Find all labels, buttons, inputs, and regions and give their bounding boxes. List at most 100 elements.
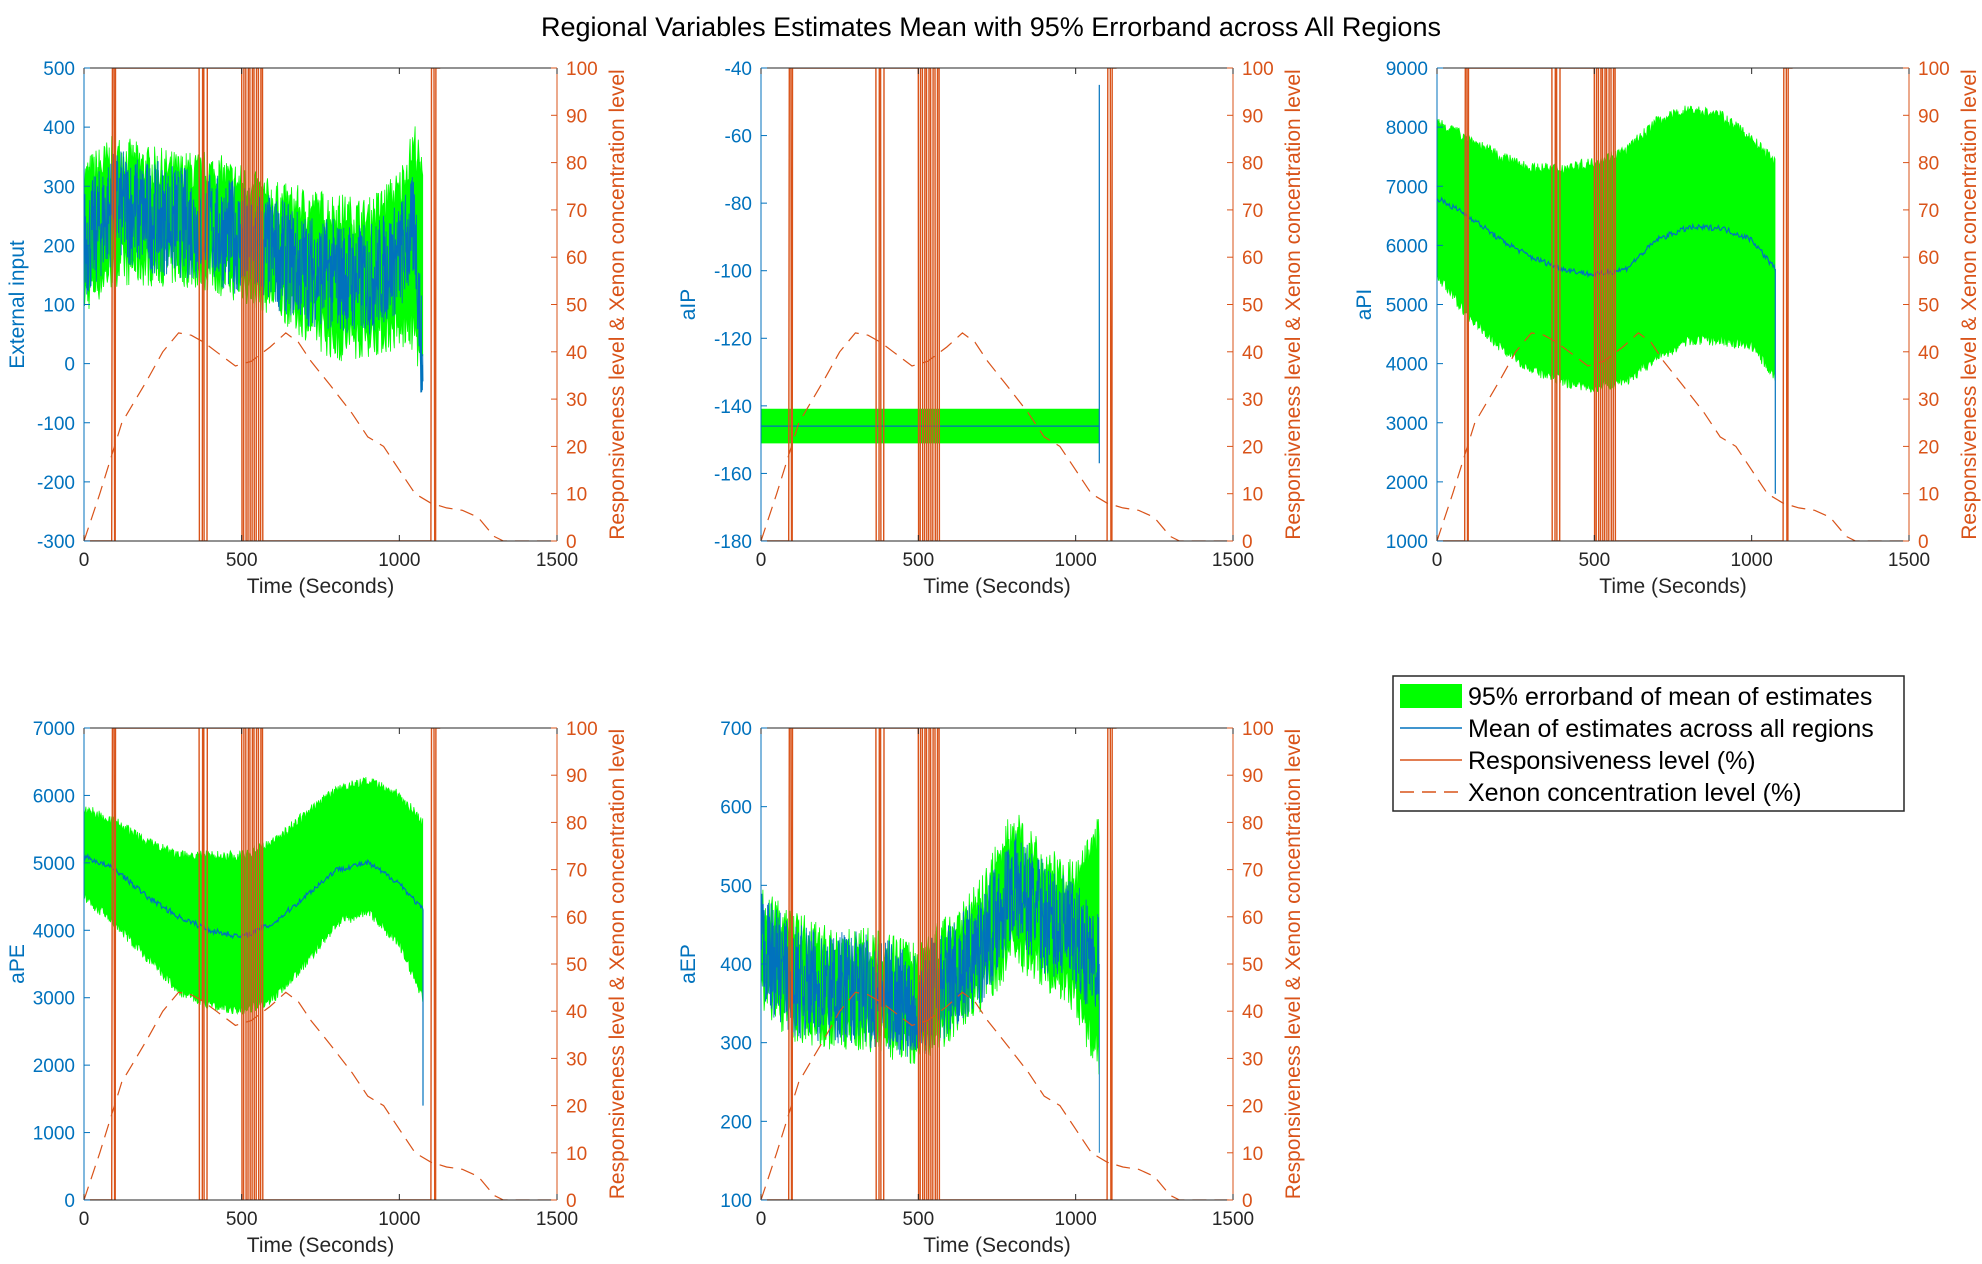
x-axis-label: Time (Seconds) xyxy=(247,575,394,598)
x-tick-label: 1500 xyxy=(1212,550,1254,571)
right-tick-label: 0 xyxy=(1242,532,1253,553)
right-tick-label: 40 xyxy=(1242,343,1263,364)
right-axis-label: Responsiveness level & Xenon concentrati… xyxy=(606,729,629,1199)
y-tick-label: -80 xyxy=(725,194,752,215)
right-tick-label: 70 xyxy=(1242,861,1263,882)
xenon-line xyxy=(761,332,1233,541)
y-tick-label: -300 xyxy=(37,532,75,553)
x-tick-label: 1000 xyxy=(378,550,420,571)
xenon-line xyxy=(84,991,557,1200)
right-tick-label: 0 xyxy=(1918,532,1929,553)
y-tick-label: 4000 xyxy=(33,921,75,942)
right-axis-label: Responsiveness level & Xenon concentrati… xyxy=(1958,69,1981,539)
right-tick-label: 40 xyxy=(566,343,587,364)
right-tick-label: 90 xyxy=(566,106,587,127)
y-tick-label: -120 xyxy=(714,329,752,350)
x-tick-label: 1000 xyxy=(1731,550,1773,571)
xenon-line xyxy=(1437,332,1909,541)
right-tick-label: 30 xyxy=(1918,390,1939,411)
y-tick-label: 1000 xyxy=(33,1124,75,1145)
right-tick-label: 90 xyxy=(1242,766,1263,787)
right-tick-label: 0 xyxy=(566,1191,577,1212)
legend-band-swatch xyxy=(1400,684,1462,708)
y-tick-label: -200 xyxy=(37,473,75,494)
right-tick-label: 20 xyxy=(1242,437,1263,458)
y-tick-label: 100 xyxy=(43,296,75,317)
y-tick-label: 6000 xyxy=(33,786,75,807)
right-tick-label: 20 xyxy=(1918,437,1939,458)
x-tick-label: 0 xyxy=(756,1209,767,1230)
y-tick-label: 2000 xyxy=(33,1056,75,1077)
right-tick-label: 0 xyxy=(1242,1191,1253,1212)
right-tick-label: 20 xyxy=(1242,1097,1263,1118)
right-tick-label: 10 xyxy=(1242,485,1263,506)
subplot-plot-area xyxy=(1437,68,1909,541)
right-tick-label: 70 xyxy=(566,201,587,222)
x-tick-label: 1500 xyxy=(1212,1209,1254,1230)
subplot-plot-area xyxy=(761,728,1233,1200)
legend-label-xenon: Xenon concentration level (%) xyxy=(1468,779,1802,807)
right-tick-label: 0 xyxy=(566,532,577,553)
y-tick-label: -100 xyxy=(714,262,752,283)
right-tick-label: 100 xyxy=(1242,719,1274,740)
right-axis-label: Responsiveness level & Xenon concentrati… xyxy=(1282,729,1305,1199)
subplot-plot-area xyxy=(84,68,557,541)
right-tick-label: 100 xyxy=(566,59,598,80)
y-tick-label: -40 xyxy=(725,59,752,80)
x-tick-label: 500 xyxy=(902,550,934,571)
right-tick-label: 60 xyxy=(1242,908,1263,929)
y-tick-label: 400 xyxy=(43,118,75,139)
responsiveness-line xyxy=(761,728,1117,1200)
y-tick-label: 600 xyxy=(720,798,752,819)
right-axis-label: Responsiveness level & Xenon concentrati… xyxy=(606,69,629,539)
x-tick-label: 500 xyxy=(226,550,258,571)
y-axis-label: aPI xyxy=(1353,289,1376,321)
y-tick-label: 400 xyxy=(720,955,752,976)
responsiveness-line xyxy=(1437,68,1793,541)
right-tick-label: 90 xyxy=(1242,106,1263,127)
x-tick-label: 0 xyxy=(756,550,767,571)
y-tick-label: 5000 xyxy=(33,854,75,875)
right-tick-label: 30 xyxy=(1242,1049,1263,1070)
x-tick-label: 1000 xyxy=(1055,1209,1097,1230)
y-tick-label: 500 xyxy=(43,59,75,80)
x-tick-label: 1000 xyxy=(1055,550,1097,571)
xenon-line xyxy=(84,332,557,541)
y-axis-label: aPE xyxy=(6,944,29,984)
x-tick-label: 500 xyxy=(1578,550,1610,571)
subplot-4: 0 500 1000 15000100020003000400050006000700… xyxy=(6,719,629,1257)
right-tick-label: 70 xyxy=(1242,201,1263,222)
y-tick-label: 2000 xyxy=(1386,473,1428,494)
x-tick-label: 0 xyxy=(79,550,90,571)
right-tick-label: 100 xyxy=(566,719,598,740)
subplot-plot-area xyxy=(84,728,557,1200)
y-tick-label: 100 xyxy=(720,1191,752,1212)
right-tick-label: 30 xyxy=(1242,390,1263,411)
right-tick-label: 20 xyxy=(566,437,587,458)
y-tick-label: 1000 xyxy=(1386,532,1428,553)
right-tick-label: 80 xyxy=(1242,154,1263,175)
right-tick-label: 50 xyxy=(1242,296,1263,317)
right-tick-label: 100 xyxy=(1242,59,1274,80)
y-tick-label: 8000 xyxy=(1386,118,1428,139)
subplot-3: 0 500 1000 15001000200030004000500060007000… xyxy=(1353,59,1981,598)
x-tick-label: 1500 xyxy=(536,1209,578,1230)
x-tick-label: 0 xyxy=(1432,550,1443,571)
right-axis-label: Responsiveness level & Xenon concentrati… xyxy=(1282,69,1305,539)
y-tick-label: 0 xyxy=(64,355,75,376)
x-axis-label: Time (Seconds) xyxy=(923,575,1070,598)
y-tick-label: 200 xyxy=(43,236,75,257)
errorband-area xyxy=(84,777,424,1015)
right-tick-label: 10 xyxy=(566,1144,587,1165)
responsiveness-line xyxy=(84,68,441,541)
y-tick-label: 0 xyxy=(64,1191,75,1212)
right-tick-label: 70 xyxy=(566,861,587,882)
x-axis-label: Time (Seconds) xyxy=(923,1234,1070,1257)
legend-box xyxy=(1392,675,1905,812)
y-tick-label: 7000 xyxy=(33,719,75,740)
right-tick-label: 90 xyxy=(1918,106,1939,127)
y-axis-label: aIP xyxy=(677,289,700,321)
y-tick-label: 700 xyxy=(720,719,752,740)
legend-label-responsiveness: Responsiveness level (%) xyxy=(1468,747,1756,775)
